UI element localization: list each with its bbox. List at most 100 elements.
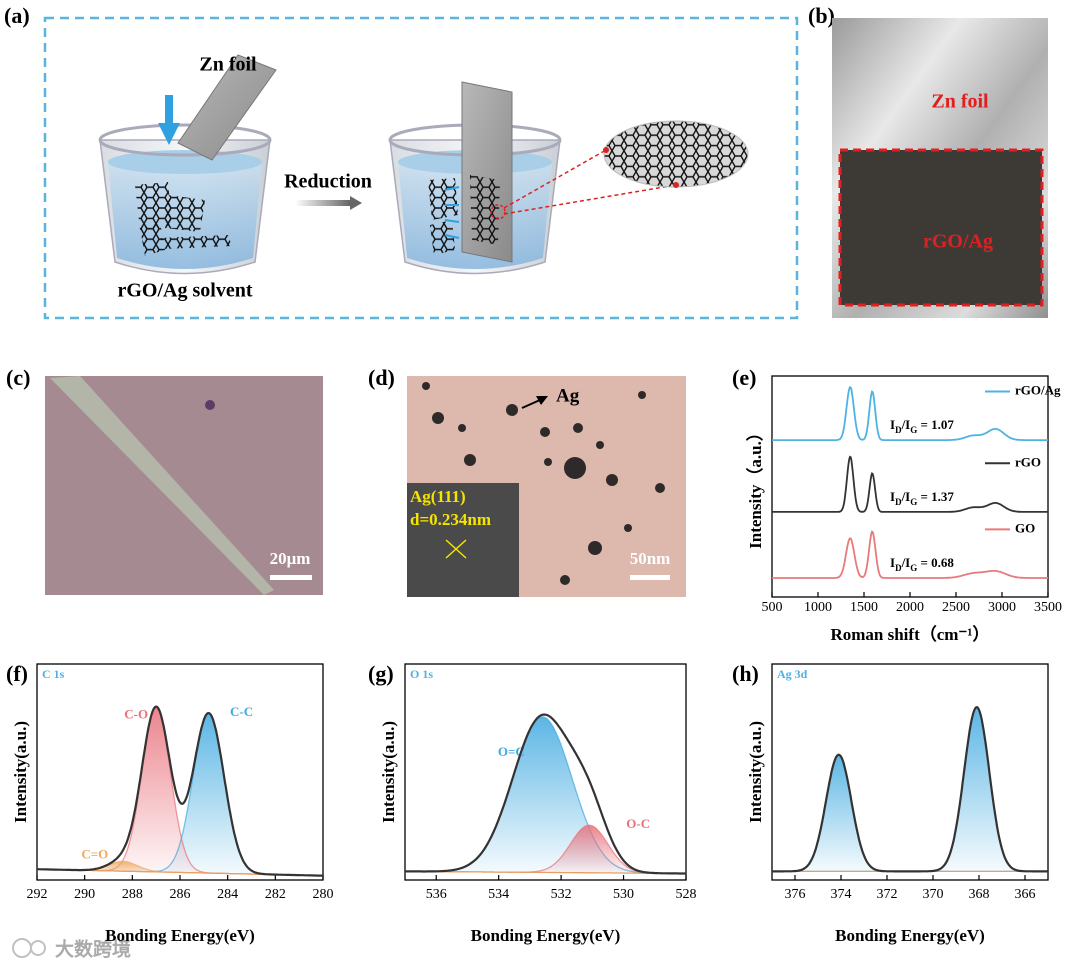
x-tick-label: 368 [969,887,990,902]
peak-label: O=C [498,744,525,759]
scale-bar [270,575,312,580]
red-frame [838,148,1044,307]
plot-frame [771,663,1049,881]
panel-label: (d) [368,365,395,390]
x-tick-label: 376 [785,887,806,902]
x-tick-label: 3000 [988,600,1016,615]
ratio-part: D [895,425,902,435]
spectrum-title: O 1s [410,667,433,681]
dashed-frame [43,16,799,320]
peak-label: C=O [81,846,108,861]
x-tick-label: 292 [27,887,48,902]
envelope-line [405,713,686,875]
ratio-part: I [890,555,895,570]
peak-label: O-C [626,816,650,831]
fit-peak-area [772,754,1048,872]
ratio-part: /I [901,555,911,570]
x-tick-label: 282 [265,887,286,902]
x-axis-title: Bonding Energy(eV) [105,926,255,945]
reduction-arrow [295,196,362,210]
spectrum-line [772,455,1048,513]
x-tick-label: 2000 [896,600,924,615]
x-tick-label: 290 [74,887,95,902]
panel-label: (h) [732,661,759,686]
x-axis-title: Bonding Energy(eV) [835,926,985,945]
fit-peak-area [772,707,1048,872]
ratio-part: /I [901,417,911,432]
ratio-part: G [910,563,917,573]
watermark: 大数跨境 [55,938,131,961]
spectrum-line [772,386,1048,441]
hrtem-inset [407,483,519,597]
ratio-part: I [890,489,895,504]
y-axis-title: Intensity(a.u.) [11,721,30,823]
ratio-label: ID/IG = 0.68 [890,555,954,573]
x-tick-label: 374 [831,887,852,902]
spectrum-title: Ag 3d [777,667,808,681]
ratio-label: ID/IG = 1.37 [890,489,954,507]
x-tick-label: 280 [313,887,334,902]
x-axis-title: Bonding Energy(eV) [471,926,621,945]
panel-label: (a) [4,3,30,28]
x-tick-label: 366 [1015,887,1036,902]
lattice-marker [445,539,467,559]
legend-label: rGO/Ag [1015,382,1061,397]
x-tick-label: 372 [877,887,898,902]
scale-bar [630,575,670,580]
peak-label: C-C [230,704,253,719]
coated-region [840,150,1042,305]
panel-label: (e) [732,365,756,390]
x-tick-label: 370 [923,887,944,902]
scale-label: 50nm [630,549,671,568]
ratio-part: D [895,563,902,573]
x-tick-label: 1000 [804,600,832,615]
y-axis-title: Intensity(a.u.) [746,721,765,823]
envelope-line [772,706,1048,873]
flake [50,376,274,595]
legend-label: rGO [1015,454,1041,469]
spacing-label: d=0.234nm [410,510,491,529]
watermark-logo [12,938,46,958]
x-tick-label: 500 [762,600,783,615]
nanoparticles [422,382,665,585]
x-tick-label: 3500 [1034,600,1062,615]
envelope-line [37,705,323,877]
zn-foil-schematic [158,54,277,161]
x-tick-label: 284 [217,887,238,902]
ratio-part: I [890,417,895,432]
spot [205,400,215,410]
plot-frame [404,663,687,881]
ratio-part: = 1.37 [917,489,954,504]
legend-label: GO [1015,520,1035,535]
panel-label: (c) [6,365,30,390]
plane-label: Ag(111) [410,487,466,506]
background-line [405,870,686,875]
x-tick-label: 528 [676,887,697,902]
spectrum-line [772,530,1048,579]
peak-label: C-O [124,707,148,722]
spectrum-title: C 1s [42,667,65,681]
y-axis-title: Intensity（a.u.） [745,424,765,549]
beaker-right [388,81,562,275]
ratio-part: D [895,497,902,507]
zn-foil-label: Zn foil [199,54,257,76]
ag-label: Ag [556,385,580,406]
ratio-part: = 1.07 [917,417,954,432]
panel-label: (b) [808,3,835,28]
fit-peak-line [772,706,1048,873]
ag-arrow [521,396,548,409]
ratio-part: G [910,497,917,507]
fit-peak-area [405,716,686,874]
x-axis-title: Roman shift（cm⁻¹） [830,624,989,644]
magnified-graphene [503,120,749,215]
panel-label: (f) [6,661,28,686]
x-tick-label: 536 [426,887,447,902]
x-tick-label: 530 [613,887,634,902]
reduction-label: Reduction [284,171,372,193]
rgo-ag-label: rGO/Ag [923,231,993,253]
ratio-part: = 0.68 [917,555,954,570]
ratio-part: /I [901,489,911,504]
x-tick-label: 532 [551,887,572,902]
zn-foil-label: Zn foil [931,91,989,113]
